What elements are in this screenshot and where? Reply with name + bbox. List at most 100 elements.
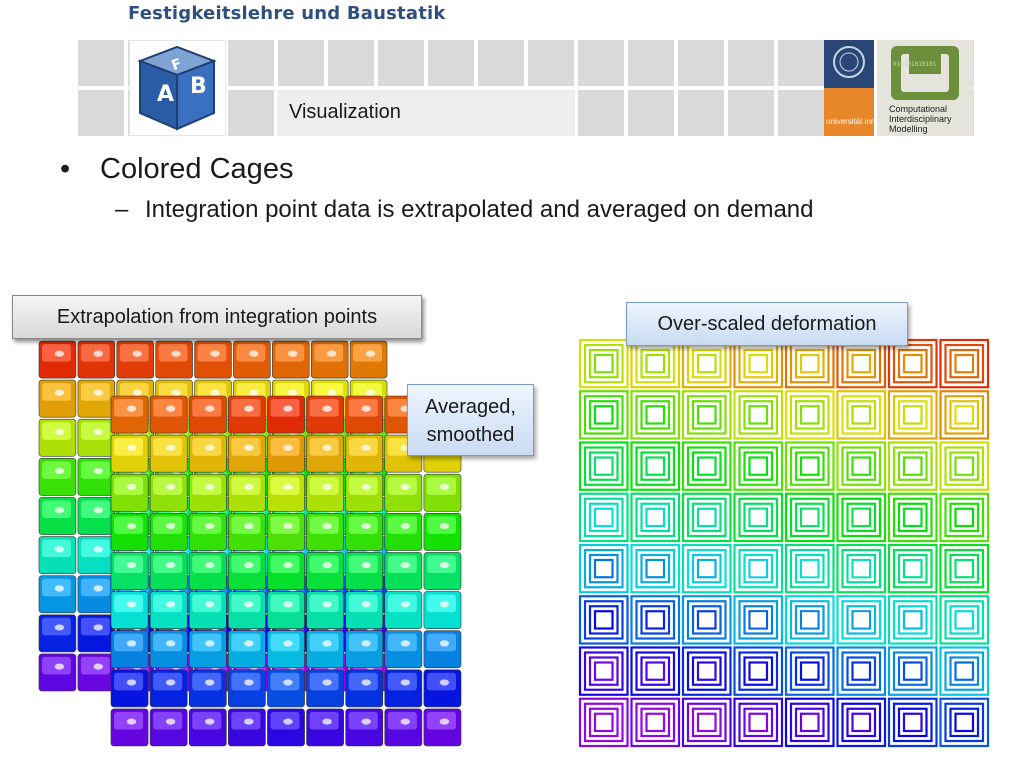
bullet-level1-text: Colored Cages xyxy=(100,153,294,185)
cage-cell xyxy=(149,513,188,551)
wire-cage-cell xyxy=(578,338,629,389)
cage-cell xyxy=(345,630,384,669)
header-tile xyxy=(728,90,774,136)
cage-cell xyxy=(345,591,384,629)
cage-cell xyxy=(38,379,77,418)
header-tile xyxy=(228,90,274,136)
wire-cage-cell xyxy=(784,390,835,440)
slide-title: Visualization xyxy=(289,101,401,123)
cage-cell xyxy=(110,473,149,512)
cage-cell xyxy=(423,473,462,512)
cage-cell xyxy=(306,552,344,590)
wire-cage-cell xyxy=(681,492,732,543)
cage-cell xyxy=(306,630,344,669)
bullet-level2-text: Integration point data is extrapolated a… xyxy=(145,196,814,223)
cage-cell xyxy=(188,708,227,747)
wire-cage-cell xyxy=(836,595,887,645)
wire-cage-cell xyxy=(578,543,629,594)
cage-cell xyxy=(110,591,149,629)
bullet-marker: • xyxy=(60,153,71,185)
cage-cell xyxy=(149,552,188,590)
cage-cell xyxy=(77,614,116,653)
cage-cell xyxy=(110,630,149,669)
wire-cage-cell xyxy=(681,697,732,748)
wire-cage-cell xyxy=(681,338,732,389)
averaged-cages-image xyxy=(110,395,462,747)
cage-cell xyxy=(345,708,384,747)
university-logo: universität innsbruck xyxy=(824,40,900,136)
cage-cell xyxy=(267,630,305,669)
cim-text-1: Computational xyxy=(889,104,947,114)
wire-cage-cell xyxy=(939,543,990,594)
cage-cell xyxy=(116,340,154,379)
abf-letter-b: B xyxy=(190,74,207,99)
cage-cell xyxy=(306,473,344,512)
cage-cell xyxy=(38,418,77,457)
cage-cell xyxy=(272,340,310,379)
wire-cage-cell xyxy=(836,338,887,389)
cage-cell xyxy=(228,552,266,590)
cage-cell xyxy=(77,497,116,535)
cage-cell xyxy=(228,630,266,669)
cage-cell xyxy=(310,340,349,379)
wire-cage-cell xyxy=(887,338,938,389)
header-tile xyxy=(78,40,124,86)
cage-cell xyxy=(384,630,423,669)
cage-cell xyxy=(423,513,462,551)
cage-cell xyxy=(38,614,77,653)
cage-cell xyxy=(228,708,266,747)
header-tile xyxy=(578,40,624,86)
wire-cage-cell xyxy=(578,646,629,696)
wire-cage-cell xyxy=(836,441,887,491)
wire-cage-cell xyxy=(784,646,835,696)
wire-cage-cell xyxy=(733,543,784,594)
cage-cell xyxy=(345,473,384,512)
header-tile xyxy=(778,40,824,86)
cage-cell xyxy=(228,395,266,434)
wire-cage-cell xyxy=(836,492,887,543)
wire-cage-cell xyxy=(681,595,732,645)
header-tile xyxy=(778,90,824,136)
wire-cage-cell xyxy=(630,646,681,696)
header-tile xyxy=(428,40,474,86)
cage-cell xyxy=(267,473,305,512)
wire-cage-cell xyxy=(681,543,732,594)
wire-cage-cell xyxy=(939,338,990,389)
cage-cell xyxy=(228,473,266,512)
cage-cell xyxy=(38,340,77,379)
wire-cage-cell xyxy=(836,543,887,594)
header-tile xyxy=(678,90,724,136)
cage-cell xyxy=(228,669,266,708)
wire-cage-cell xyxy=(939,441,990,491)
header-tile xyxy=(678,40,724,86)
cage-cell xyxy=(149,591,188,629)
cage-cell xyxy=(188,630,227,669)
cage-cell xyxy=(77,340,116,379)
header-tile xyxy=(228,40,274,86)
cage-cell xyxy=(149,669,188,708)
wire-cage-cell xyxy=(733,595,784,645)
cage-cell xyxy=(110,395,149,434)
wire-cage-cell xyxy=(887,697,938,748)
cage-cell xyxy=(188,434,227,473)
header-tile xyxy=(728,40,774,86)
cage-cell xyxy=(149,473,188,512)
cage-cell xyxy=(228,434,266,473)
cage-cell xyxy=(110,513,149,551)
wire-cage-cell xyxy=(681,646,732,696)
wire-cage-cell xyxy=(630,595,681,645)
wire-cage-cell xyxy=(784,543,835,594)
cage-cell xyxy=(306,669,344,708)
wire-cage-cell xyxy=(784,338,835,389)
cage-cell xyxy=(423,708,462,747)
wire-cage-cell xyxy=(630,543,681,594)
cage-cell xyxy=(188,395,227,434)
wire-cage-cell xyxy=(733,492,784,543)
cage-cell xyxy=(423,591,462,629)
callout-averaged-line2: smoothed xyxy=(426,424,515,446)
cage-cell xyxy=(306,395,344,434)
cage-cell xyxy=(267,591,305,629)
wire-cage-cell xyxy=(733,338,784,389)
cage-cell xyxy=(188,513,227,551)
wire-cage-cell xyxy=(681,441,732,491)
